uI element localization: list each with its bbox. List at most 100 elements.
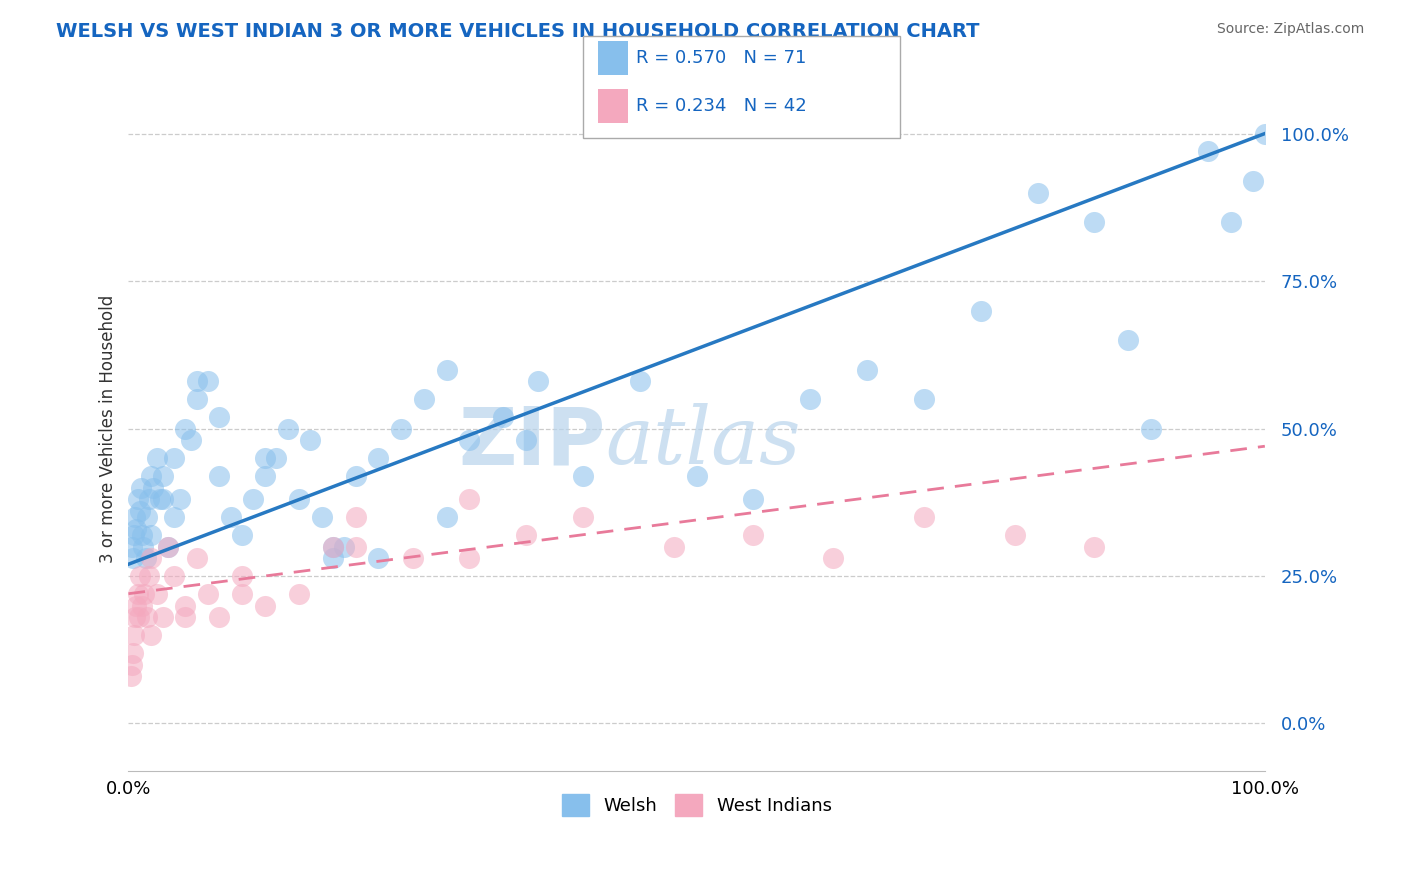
Point <box>231 569 253 583</box>
Point <box>322 540 344 554</box>
Point <box>1140 421 1163 435</box>
Point <box>122 646 145 660</box>
Point <box>174 421 197 435</box>
Point <box>401 551 423 566</box>
Point <box>146 587 169 601</box>
Point <box>141 468 163 483</box>
Point <box>662 540 685 554</box>
Point <box>253 599 276 613</box>
Point <box>264 450 287 465</box>
Point <box>129 481 152 495</box>
Point <box>208 468 231 483</box>
Point <box>146 450 169 465</box>
Point <box>163 450 186 465</box>
Point <box>322 551 344 566</box>
Point <box>1254 127 1277 141</box>
Point <box>799 392 821 406</box>
Point <box>124 610 146 624</box>
Point <box>186 375 208 389</box>
Point <box>628 375 651 389</box>
Point <box>492 409 515 424</box>
Point <box>131 527 153 541</box>
Point <box>135 610 157 624</box>
Point <box>127 587 149 601</box>
Point <box>231 527 253 541</box>
Point <box>572 510 595 524</box>
Point <box>1026 186 1049 200</box>
Point <box>367 450 389 465</box>
Point <box>132 540 155 554</box>
Point <box>157 540 180 554</box>
Point <box>685 468 707 483</box>
Point <box>344 510 367 524</box>
Point <box>389 421 412 435</box>
Point <box>174 599 197 613</box>
Y-axis label: 3 or more Vehicles in Household: 3 or more Vehicles in Household <box>100 294 117 563</box>
Point <box>219 510 242 524</box>
Point <box>174 610 197 624</box>
Point <box>526 375 548 389</box>
Point <box>141 551 163 566</box>
Point <box>1197 145 1219 159</box>
Point <box>333 540 356 554</box>
Point <box>120 669 142 683</box>
Point <box>128 569 150 583</box>
Point <box>344 540 367 554</box>
Point <box>277 421 299 435</box>
Text: WELSH VS WEST INDIAN 3 OR MORE VEHICLES IN HOUSEHOLD CORRELATION CHART: WELSH VS WEST INDIAN 3 OR MORE VEHICLES … <box>56 22 980 41</box>
Point <box>311 510 333 524</box>
Point <box>163 569 186 583</box>
Point <box>856 362 879 376</box>
Point <box>141 628 163 642</box>
Point <box>912 510 935 524</box>
Point <box>742 527 765 541</box>
Point <box>413 392 436 406</box>
Point <box>186 392 208 406</box>
Point <box>1004 527 1026 541</box>
Point <box>572 468 595 483</box>
Text: Source: ZipAtlas.com: Source: ZipAtlas.com <box>1216 22 1364 37</box>
Point <box>121 540 143 554</box>
Point <box>134 587 156 601</box>
Point <box>458 434 481 448</box>
Point <box>152 468 174 483</box>
Point <box>253 450 276 465</box>
Point <box>149 492 172 507</box>
Point <box>821 551 844 566</box>
Point <box>1219 215 1241 229</box>
Point <box>138 492 160 507</box>
Point <box>135 510 157 524</box>
Point <box>1243 174 1265 188</box>
Point <box>124 510 146 524</box>
Point <box>197 375 219 389</box>
Point <box>1118 333 1140 347</box>
Point <box>288 587 311 601</box>
Point <box>912 392 935 406</box>
Point <box>344 468 367 483</box>
Point <box>253 468 276 483</box>
Point <box>180 434 202 448</box>
Point <box>1083 540 1105 554</box>
Text: ZIP: ZIP <box>458 403 606 481</box>
Point <box>299 434 322 448</box>
Point <box>436 362 458 376</box>
Point <box>1083 215 1105 229</box>
Point <box>322 540 344 554</box>
Point <box>515 527 537 541</box>
Point <box>458 551 481 566</box>
Text: R = 0.234   N = 42: R = 0.234 N = 42 <box>636 97 806 115</box>
Point <box>436 510 458 524</box>
Point <box>970 303 993 318</box>
Point <box>131 599 153 613</box>
Point <box>208 610 231 624</box>
Point <box>157 540 180 554</box>
Point <box>242 492 264 507</box>
Point <box>152 492 174 507</box>
Point <box>515 434 537 448</box>
Point <box>128 504 150 518</box>
Point <box>186 551 208 566</box>
Point <box>125 599 148 613</box>
Point <box>152 610 174 624</box>
Point <box>367 551 389 566</box>
Text: R = 0.570   N = 71: R = 0.570 N = 71 <box>636 49 806 67</box>
